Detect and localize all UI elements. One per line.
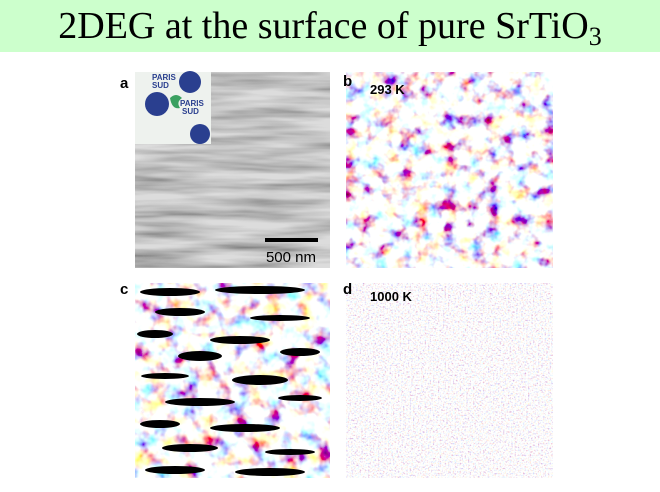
panel-b: 293 K b	[343, 72, 553, 268]
panel-c: c	[120, 281, 330, 478]
logo-text: PARIS	[180, 99, 205, 108]
title-text: 2DEG at the surface of pure SrTiO	[58, 5, 588, 47]
panel-d: 1000 K d	[343, 281, 553, 478]
map-image	[346, 72, 553, 268]
panel-label: b	[343, 73, 352, 90]
map-image	[346, 283, 553, 478]
scale-label: 500 nm	[266, 249, 316, 266]
panel-label: a	[120, 75, 129, 92]
logo-flower	[190, 124, 210, 144]
panel-label: d	[343, 281, 352, 298]
logo-text: PARIS	[152, 73, 177, 82]
slide-title: 2DEG at the surface of pure SrTiO3	[58, 5, 601, 51]
temperature-label: 1000 K	[370, 289, 413, 304]
scale-bar	[265, 238, 318, 242]
temperature-label: 293 K	[370, 82, 405, 97]
title-bar	[0, 0, 660, 52]
logo-s	[170, 95, 182, 109]
title-subscript: 3	[589, 22, 602, 51]
logo-flower	[179, 71, 201, 93]
panel-a: PARIS SUD PARIS SUD 500 nm a	[120, 71, 330, 268]
logo-text: SUD	[182, 107, 199, 116]
logo-text: SUD	[152, 81, 169, 90]
panel-label: c	[120, 281, 128, 298]
logo-flower	[145, 92, 169, 116]
black-streaks	[137, 286, 322, 476]
